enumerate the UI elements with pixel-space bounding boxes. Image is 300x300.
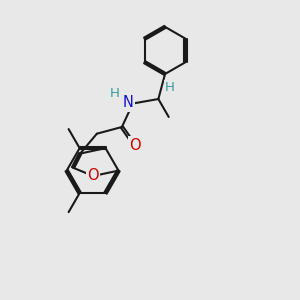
Text: O: O xyxy=(129,137,140,152)
Text: H: H xyxy=(110,87,119,100)
Text: H: H xyxy=(165,81,175,94)
Text: O: O xyxy=(87,169,99,184)
Text: N: N xyxy=(123,95,134,110)
